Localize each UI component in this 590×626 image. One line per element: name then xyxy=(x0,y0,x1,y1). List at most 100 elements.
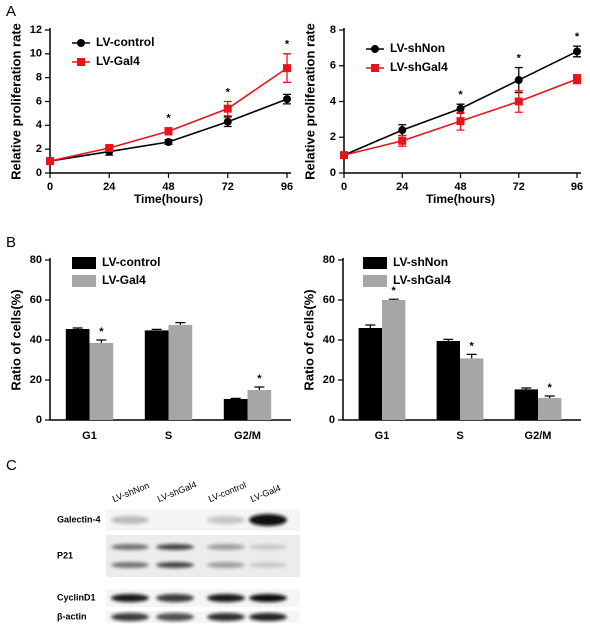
blot-background xyxy=(106,535,300,577)
x-tick-label: G1 xyxy=(82,430,97,442)
x-tick-label: 0 xyxy=(47,181,53,193)
blot-band xyxy=(207,516,245,524)
y-tick-label: 12 xyxy=(30,24,42,36)
blot-band xyxy=(207,562,245,568)
lane-label: LV-shGal4 xyxy=(156,479,198,504)
bar xyxy=(358,328,382,420)
blot-band xyxy=(111,562,149,568)
annotation: * xyxy=(226,86,231,98)
legend-marker xyxy=(77,58,85,66)
annotation: * xyxy=(517,52,522,64)
blot-band xyxy=(156,562,194,568)
x-tick-label: S xyxy=(165,430,172,442)
x-tick-label: G2/M xyxy=(234,430,261,442)
y-axis-label: Ratio of cells(%) xyxy=(301,289,316,390)
y-tick-label: 8 xyxy=(36,72,42,84)
error-bar xyxy=(466,353,477,359)
x-tick-label: 0 xyxy=(341,181,347,193)
blot-band xyxy=(156,544,194,550)
x-tick-label: 48 xyxy=(162,181,174,193)
error-bar xyxy=(230,397,241,399)
y-tick-label: 10 xyxy=(30,48,42,60)
y-tick-label: 60 xyxy=(30,294,42,306)
error-bar xyxy=(72,327,83,329)
y-tick-label: 40 xyxy=(30,334,42,346)
marker xyxy=(573,75,581,84)
y-tick-label: 0 xyxy=(36,414,42,426)
x-axis-label: Time(hours) xyxy=(134,192,203,206)
bar xyxy=(223,399,248,420)
blot-background xyxy=(106,589,300,607)
marker xyxy=(223,117,232,126)
y-tick-label: 0 xyxy=(36,167,42,179)
legend-label: LV-Gal4 xyxy=(102,273,146,287)
blot-band xyxy=(207,613,245,621)
x-tick-label: G2/M xyxy=(525,430,552,442)
y-tick-label: 2 xyxy=(330,131,336,143)
legend-label: LV-control xyxy=(102,255,160,269)
row-label: P21 xyxy=(57,550,73,560)
y-tick-label: 0 xyxy=(329,414,335,426)
marker xyxy=(46,157,54,166)
blot-band xyxy=(249,562,287,568)
bar xyxy=(514,389,538,420)
marker xyxy=(573,47,581,56)
annotation: * xyxy=(548,382,553,394)
bar xyxy=(247,390,272,420)
y-axis-label: Ratio of cells(%) xyxy=(8,289,23,390)
marker xyxy=(398,126,407,135)
x-tick-label: 96 xyxy=(571,181,583,193)
x-axis-label: Time(hours) xyxy=(426,192,495,206)
y-tick-label: 2 xyxy=(36,143,42,155)
marker xyxy=(283,95,291,104)
y-tick-label: 40 xyxy=(323,334,335,346)
legend-label: LV-shGal4 xyxy=(390,60,448,74)
marker xyxy=(514,76,523,85)
y-tick-label: 20 xyxy=(323,374,335,386)
marker xyxy=(283,64,291,73)
blot-background xyxy=(106,611,300,623)
error-bar xyxy=(521,387,532,390)
x-tick-label: 72 xyxy=(222,181,234,193)
blot-band xyxy=(249,514,287,526)
error-bar xyxy=(151,328,162,331)
legend-marker xyxy=(371,45,379,53)
annotation: * xyxy=(166,113,171,125)
bar xyxy=(436,341,460,420)
x-tick-label: 96 xyxy=(281,181,293,193)
legend-swatch xyxy=(72,257,96,269)
y-tick-label: 4 xyxy=(36,119,43,131)
row-label: CyclinD1 xyxy=(57,592,96,602)
y-tick-label: 80 xyxy=(30,254,42,266)
panel-label: A xyxy=(6,3,16,20)
annotation: * xyxy=(575,31,580,43)
annotation: * xyxy=(458,89,463,101)
marker xyxy=(105,143,114,152)
annotation: * xyxy=(470,340,475,352)
legend-swatch xyxy=(72,275,96,287)
marker xyxy=(456,104,465,113)
blot-band xyxy=(111,544,149,550)
x-tick-label: 24 xyxy=(396,181,409,193)
y-tick-label: 20 xyxy=(30,374,42,386)
bar xyxy=(144,330,169,420)
error-bar xyxy=(365,324,376,328)
error-bar xyxy=(388,298,399,300)
panel-label: C xyxy=(6,457,17,474)
y-tick-label: 4 xyxy=(330,95,337,107)
marker xyxy=(398,136,407,145)
y-tick-label: 60 xyxy=(323,294,335,306)
blot-band xyxy=(111,613,149,621)
y-axis-label: Relative proliferation rate xyxy=(302,23,317,180)
bar xyxy=(89,343,114,420)
annotation: * xyxy=(99,326,104,338)
marker xyxy=(340,151,348,160)
x-tick-label: G1 xyxy=(375,430,390,442)
x-tick-label: S xyxy=(456,430,463,442)
marker xyxy=(164,127,173,136)
bar xyxy=(382,300,406,420)
marker xyxy=(223,104,232,113)
legend-label: LV-shGal4 xyxy=(393,273,451,287)
blot-band xyxy=(249,613,287,621)
error-bar xyxy=(254,386,265,390)
